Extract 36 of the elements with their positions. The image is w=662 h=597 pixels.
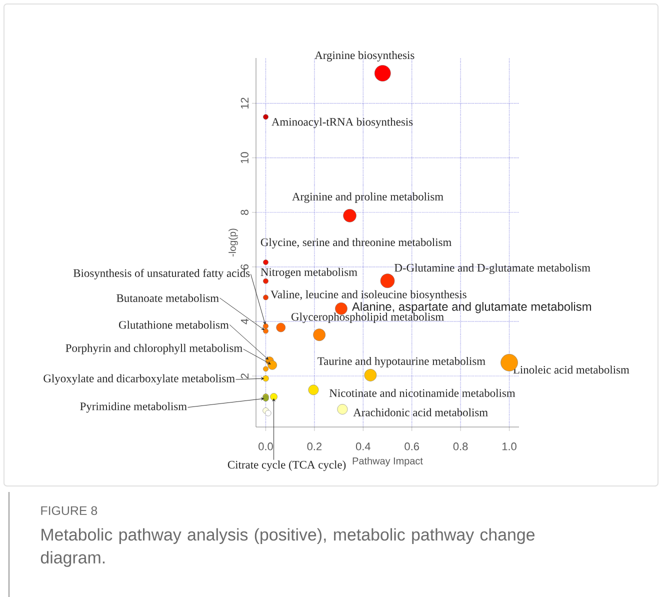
x-tick-label: 1.0 <box>502 442 516 450</box>
annotation: Glycine, serine and threonine metabolism <box>260 238 452 248</box>
y-tick-label: 4 <box>240 318 248 324</box>
annotation: Nitrogen metabolism <box>260 268 358 278</box>
x-tick-label: 0.6 <box>404 442 419 450</box>
y-tick-label: 12 <box>240 98 248 109</box>
annotation: Porphyrin and chlorophyll metabolism <box>66 344 242 354</box>
annotation: Valine, leucine and isoleucine biosynthesis <box>270 290 466 301</box>
y-axis-title: -log(p) <box>228 228 238 256</box>
annotation: D-Glutamine and D-glutamate metabolism <box>394 264 590 274</box>
x-tick-label: 0.0 <box>258 442 273 450</box>
x-tick-label: 0.2 <box>307 442 322 450</box>
annotation: Arachidonic acid metabolism <box>353 408 488 416</box>
annotation: Glycerophospholipid metabolism <box>291 312 444 324</box>
text: Metabolic pathway analysis (positive), metabolic pathway change diagram. <box>40 528 535 567</box>
annotation: Glutathione metabolism <box>118 320 229 329</box>
annotation: Nicotinate and nicotinamide metabolism <box>330 388 516 397</box>
annotation: Citrate cycle (TCA cycle) <box>228 460 346 471</box>
annotation: Pyrimidine metabolism <box>80 402 187 413</box>
x-axis-title: Pathway Impact <box>352 457 423 466</box>
annotation: Linoleic acid metabolism <box>513 366 630 374</box>
y-tick-label: 2 <box>240 374 248 379</box>
x-tick-label: 0.4 <box>356 442 370 450</box>
annotation: Butanoate metabolism <box>116 294 219 302</box>
annotation: Biosynthesis of unsaturated fatty acids <box>73 268 250 280</box>
annotation: Glyoxylate and dicarboxylate metabolism <box>44 374 235 385</box>
y-tick-label: 10 <box>240 152 248 164</box>
y-tick-label: 6 <box>240 264 248 270</box>
annotation: Arginine and proline metabolism <box>292 192 444 203</box>
annotation: Taurine and hypotaurine metabolism <box>318 356 486 368</box>
y-tick-label: 8 <box>240 210 248 215</box>
annotation: Aminoacyl-tRNA biosynthesis <box>272 118 413 128</box>
annotation: Alanine, aspartate and glutamate metabolism <box>352 302 592 314</box>
caption: FIGURE 8 <box>41 506 98 516</box>
x-tick-label: 0.8 <box>453 442 468 450</box>
annotation: Arginine biosynthesis <box>314 51 414 62</box>
